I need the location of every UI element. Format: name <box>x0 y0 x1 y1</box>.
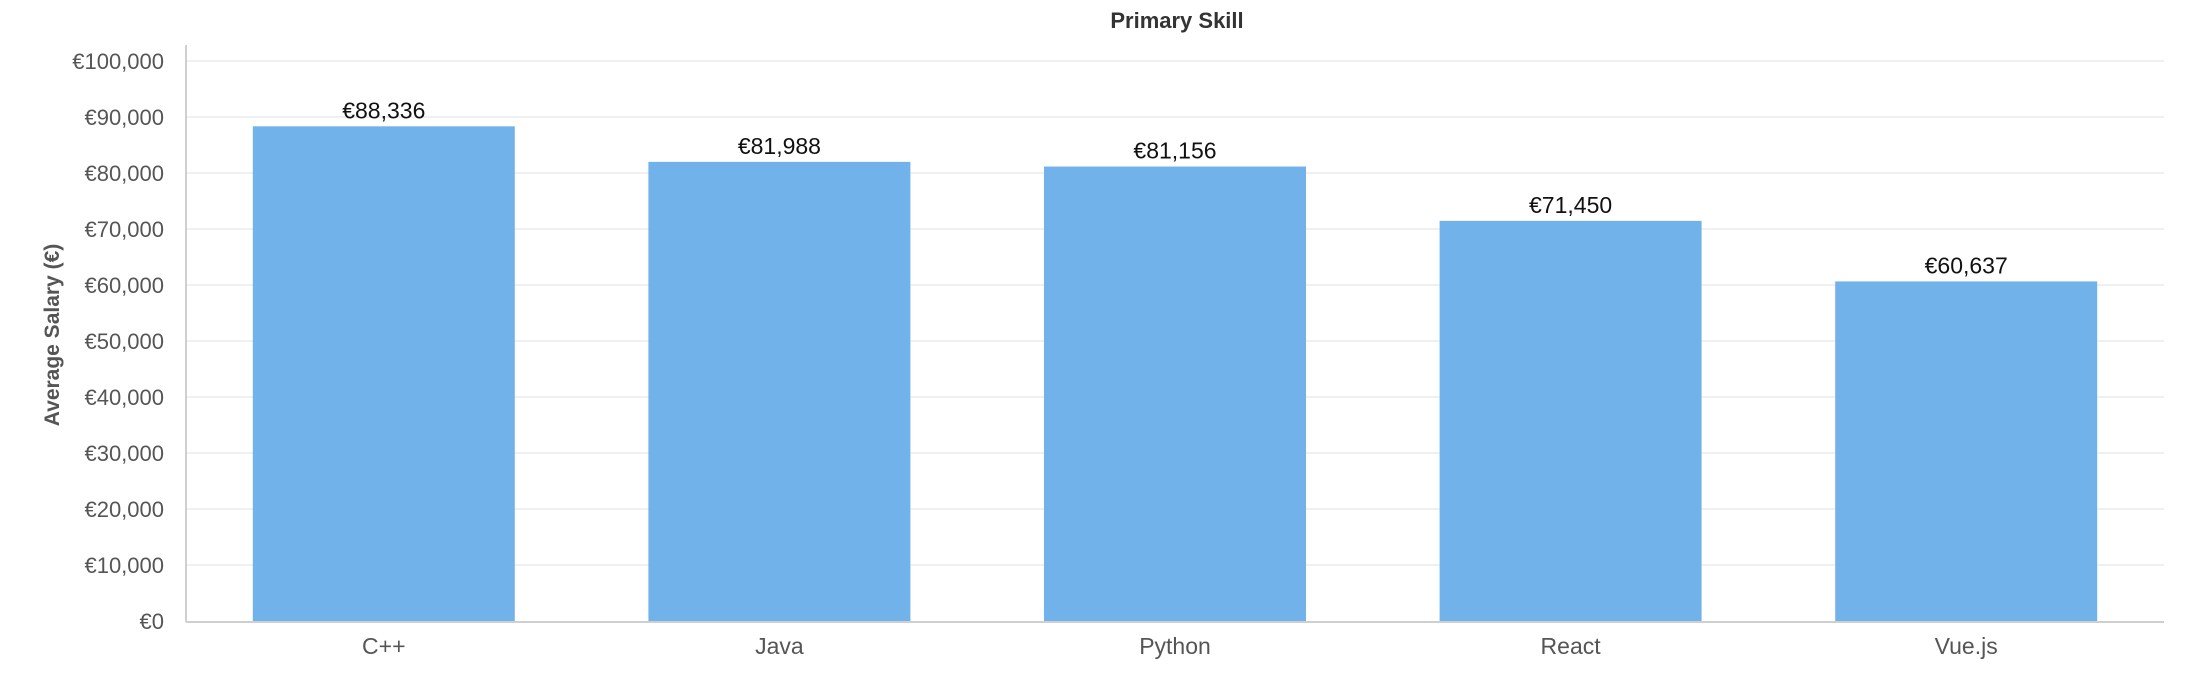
data-label: €81,988 <box>738 133 821 159</box>
y-tick-label: €0 <box>140 609 164 634</box>
y-tick-label: €30,000 <box>84 441 164 466</box>
bar <box>1835 281 2098 621</box>
y-tick-label: €50,000 <box>84 329 164 354</box>
bar <box>1044 166 1306 621</box>
y-tick-label: €40,000 <box>84 385 164 410</box>
y-tick-label: €60,000 <box>84 273 164 298</box>
data-label: €71,450 <box>1529 192 1612 218</box>
bars <box>252 126 2098 622</box>
bar <box>1439 220 1702 621</box>
x-tick-label: C++ <box>362 633 405 659</box>
data-label: €81,156 <box>1133 138 1216 164</box>
y-tick-label: €10,000 <box>84 553 164 578</box>
y-tick-label: €20,000 <box>84 497 164 522</box>
chart-title: Primary Skill <box>1110 8 1243 33</box>
y-axis-title: Average Salary (€) <box>41 244 64 427</box>
data-label: €60,637 <box>1925 252 2008 278</box>
y-tick-label: €80,000 <box>84 161 164 186</box>
bar <box>648 161 911 622</box>
x-tick-label: React <box>1541 633 1602 659</box>
x-tick-label: Python <box>1139 633 1211 659</box>
y-axis-ticks: €0 €10,000 €20,000 €30,000 €40,000 €50,000 €60… <box>72 49 164 634</box>
bar <box>252 126 515 622</box>
data-label: €88,336 <box>342 97 425 123</box>
x-tick-label: Vue.js <box>1935 633 1998 659</box>
y-tick-label: €90,000 <box>84 105 164 130</box>
y-tick-label: €70,000 <box>84 217 164 242</box>
data-labels: €88,336 €81,988 €81,156 €71,450 €60,637 <box>342 97 2008 278</box>
x-tick-label: Java <box>755 633 804 659</box>
x-axis-ticks: C++ Java Python React Vue.js <box>362 633 1998 659</box>
y-tick-label: €100,000 <box>72 49 164 74</box>
